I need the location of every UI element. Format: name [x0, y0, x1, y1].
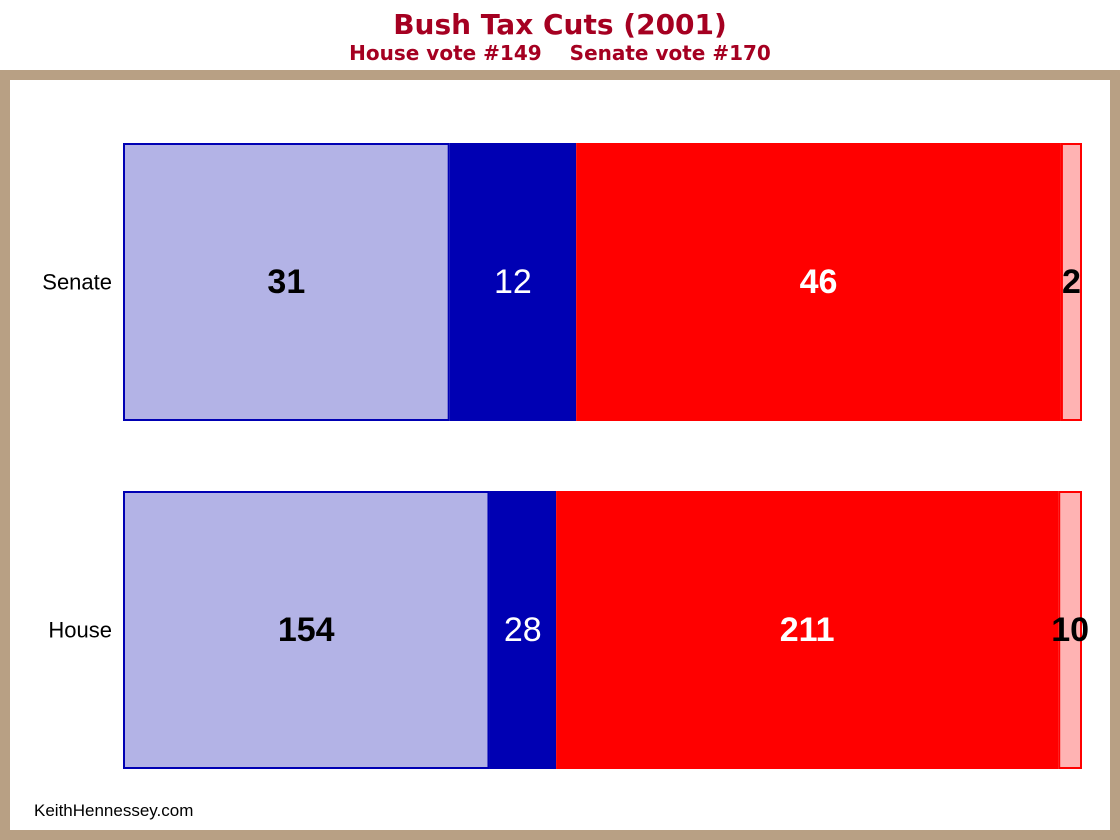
category-label-house: House: [48, 618, 112, 643]
data-label-house-segment-2: 28: [504, 611, 542, 649]
data-label-house-segment-4: 10: [1051, 611, 1089, 649]
data-label-senate-segment-4: 2: [1062, 263, 1081, 301]
house-vote-label: House vote #149: [349, 41, 542, 65]
senate-vote-label: Senate vote #170: [569, 41, 771, 65]
bar-house-segment-4: [1058, 491, 1083, 769]
bar-senate-segment-2: [449, 143, 577, 421]
bar-senate-segment-4: [1060, 143, 1083, 421]
data-label-senate-segment-3: 46: [800, 263, 838, 301]
category-label-senate: Senate: [42, 270, 112, 295]
chart-title: Bush Tax Cuts (2001): [393, 8, 727, 41]
bar-house-segment-3: [556, 491, 1059, 769]
bar-house-segment-2: [489, 491, 557, 769]
data-label-house-segment-3: 211: [780, 611, 835, 649]
data-label-senate-segment-2: 12: [494, 263, 532, 301]
chart-subtitle: House vote #149 Senate vote #170: [0, 40, 1120, 66]
bar-house-segment-1: [123, 491, 490, 769]
bar-senate-segment-3: [576, 143, 1061, 421]
title-block: Bush Tax Cuts (2001) House vote #149 Sena…: [0, 0, 1120, 70]
bar-senate-segment-1: [123, 143, 450, 421]
footer-credit: KeithHennessey.com: [34, 801, 194, 820]
data-label-house-segment-1: 154: [278, 611, 335, 649]
data-label-senate-segment-1: 31: [267, 263, 305, 301]
